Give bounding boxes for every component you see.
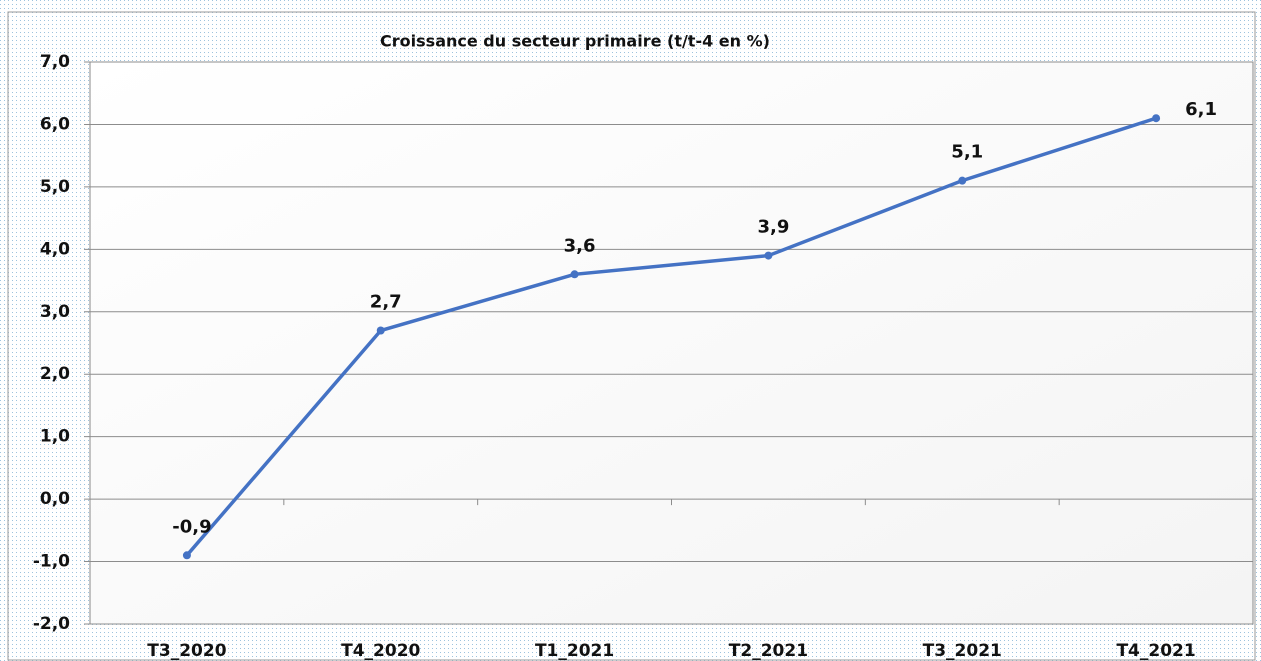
x-tick-label: T2_2021 xyxy=(729,641,808,661)
data-point xyxy=(376,326,385,335)
y-tick-label: 0,0 xyxy=(40,489,70,509)
chart-title: Croissance du secteur primaire (t/t-4 en… xyxy=(380,32,770,51)
y-tick-label: 2,0 xyxy=(40,364,70,384)
series-line xyxy=(185,116,1157,557)
y-tick-label: 3,0 xyxy=(40,302,70,322)
frame xyxy=(7,11,1256,661)
x-tick-label: T4_2021 xyxy=(1116,641,1195,661)
x-tick-label: T4_2020 xyxy=(341,641,420,661)
data-label: 3,6 xyxy=(564,235,596,256)
data-label: -0,9 xyxy=(172,516,211,537)
x-tick-label: T3_2021 xyxy=(923,641,1002,661)
y-tick-label: -2,0 xyxy=(33,614,70,634)
y-tick-label: 1,0 xyxy=(40,427,70,447)
data-point xyxy=(764,251,773,260)
data-label: 3,9 xyxy=(757,217,789,238)
data-point xyxy=(958,176,967,185)
data-point xyxy=(570,270,579,279)
y-tick-label: 6,0 xyxy=(40,114,70,134)
x-tick-label: T1_2021 xyxy=(535,641,614,661)
y-tick-label: 4,0 xyxy=(40,239,70,259)
data-label: 2,7 xyxy=(370,292,402,313)
data-label: 6,1 xyxy=(1185,99,1217,120)
data-point xyxy=(182,551,191,560)
plot-area xyxy=(89,61,1254,625)
x-tick-label: T3_2020 xyxy=(147,641,226,661)
y-tick-label: 7,0 xyxy=(40,52,70,72)
data-point xyxy=(1152,114,1161,123)
y-tick-label: -1,0 xyxy=(33,552,70,572)
data-label: 5,1 xyxy=(951,142,983,163)
y-tick-label: 5,0 xyxy=(40,177,70,197)
